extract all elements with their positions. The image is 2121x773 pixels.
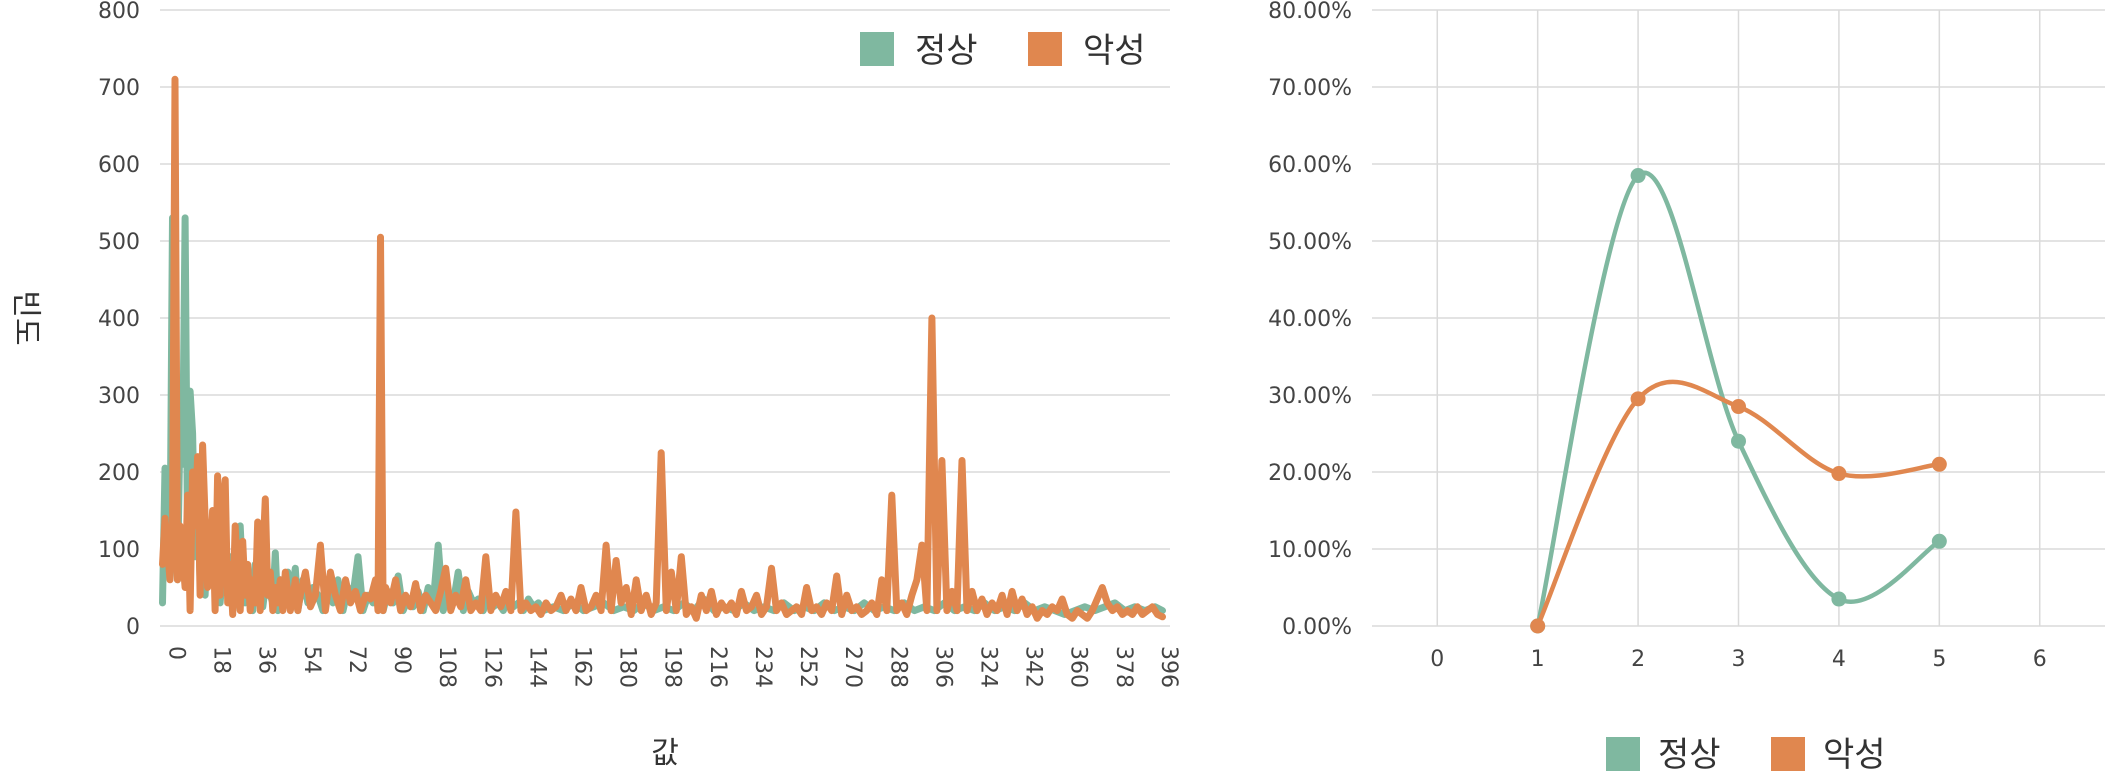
left-x-tick-label: 18 (209, 646, 234, 674)
left-x-tick-label: 234 (750, 646, 775, 688)
left-x-tick-label: 378 (1111, 646, 1136, 688)
ratio-point (1831, 591, 1847, 607)
ratio-point (1931, 533, 1947, 549)
ratio-point (1530, 618, 1546, 634)
left-x-tick-label: 396 (1156, 646, 1181, 688)
ratio-point (1630, 391, 1646, 407)
left-x-tick-label: 252 (795, 646, 820, 688)
left-x-tick-label: 306 (930, 646, 955, 688)
left-x-tick-label: 126 (479, 646, 504, 688)
legend-swatch (860, 32, 894, 66)
right-legend: 정상 악성 (1606, 735, 1886, 773)
left-x-tick-label: 108 (434, 646, 459, 688)
left-x-tick-label: 90 (389, 646, 414, 674)
right-y-tick-label: 70.00% (1268, 76, 1352, 101)
left-x-tick-label: 162 (570, 646, 595, 688)
legend-swatch (1028, 32, 1062, 66)
left-x-tick-label: 198 (660, 646, 685, 688)
right-y-tick-label: 50.00% (1268, 230, 1352, 255)
left-x-tick-label: 144 (524, 646, 549, 688)
left-x-tick-label: 342 (1021, 646, 1046, 688)
left-y-tick-label: 600 (98, 153, 140, 178)
right-x-tick-label: 2 (1631, 647, 1645, 672)
left-x-tick-label: 360 (1066, 646, 1091, 688)
ratio-point (1931, 456, 1947, 472)
legend-label: 악성 (1083, 31, 1146, 71)
ratio-point (1831, 466, 1847, 482)
series-line-malignant (159, 75, 1166, 622)
left-x-tick-label: 216 (705, 646, 730, 688)
left-x-tick-label: 36 (254, 646, 279, 674)
legend-label: 정상 (1658, 735, 1721, 773)
left-y-tick-label: 500 (98, 230, 140, 255)
left-x-tick-label: 0 (164, 646, 189, 660)
right-x-tick-label: 3 (1732, 647, 1746, 672)
left-x-tick-label: 324 (976, 646, 1001, 688)
right-x-tick-label: 6 (2033, 647, 2047, 672)
left-y-tick-label: 400 (98, 307, 140, 332)
legend-swatch (1771, 737, 1805, 771)
right-y-tick-label: 20.00% (1268, 461, 1352, 486)
left-x-tick-label: 180 (615, 646, 640, 688)
left-y-tick-label: 800 (98, 0, 140, 24)
ratio-point (1731, 399, 1746, 415)
left-x-axis-title: 값 (651, 736, 679, 771)
legend-label: 악성 (1823, 735, 1886, 773)
left-x-tick-label: 270 (840, 646, 865, 688)
right-y-tick-label: 10.00% (1268, 538, 1352, 563)
legend-swatch (1606, 737, 1640, 771)
right-x-tick-label: 1 (1531, 647, 1545, 672)
ratio-chart: 0.00% 10.00% 20.00% 30.00% 40.00% 50.00% 60.00… (1268, 0, 2105, 773)
right-x-tick-label: 5 (1932, 647, 1946, 672)
histogram-chart: 0 100 200 300 400 500 600 700 800 0 18 36 54 72 90 108 1… (8, 0, 1181, 771)
left-y-axis-title: 빈도 (8, 290, 43, 345)
left-x-tick-label: 288 (885, 646, 910, 688)
ratio-line-malignant (1535, 379, 1940, 627)
right-x-tick-label: 0 (1430, 647, 1444, 672)
left-y-tick-label: 0 (126, 615, 140, 640)
right-y-tick-label: 30.00% (1268, 384, 1352, 409)
left-x-tick-label: 72 (344, 646, 369, 674)
left-legend: 정상 악성 (860, 31, 1146, 71)
right-y-tick-label: 80.00% (1268, 0, 1352, 24)
ratio-point (1731, 433, 1746, 449)
right-y-tick-label: 0.00% (1282, 615, 1352, 640)
right-y-tick-label: 60.00% (1268, 153, 1352, 178)
left-y-tick-label: 300 (98, 384, 140, 409)
left-y-tick-label: 700 (98, 76, 140, 101)
right-y-tick-label: 40.00% (1268, 307, 1352, 332)
ratio-point (1630, 168, 1646, 184)
left-y-tick-label: 200 (98, 461, 140, 486)
left-y-tick-label: 100 (98, 538, 140, 563)
right-x-tick-label: 4 (1832, 647, 1846, 672)
left-x-tick-label: 54 (299, 646, 324, 674)
legend-label: 정상 (915, 31, 978, 71)
